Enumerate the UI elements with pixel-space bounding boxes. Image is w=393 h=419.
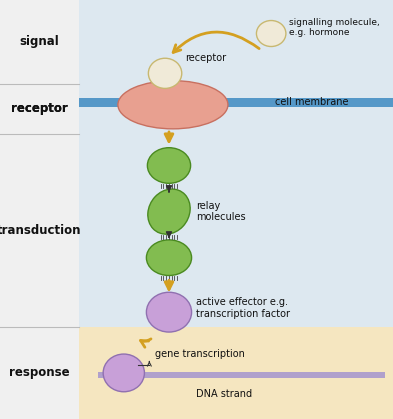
Text: transduction: transduction	[0, 224, 82, 237]
Text: receptor: receptor	[11, 102, 68, 116]
Text: signal: signal	[19, 35, 59, 49]
Text: gene transcription: gene transcription	[155, 349, 245, 359]
Ellipse shape	[256, 21, 286, 47]
Ellipse shape	[118, 80, 228, 129]
Text: DNA strand: DNA strand	[196, 389, 253, 399]
Ellipse shape	[103, 354, 145, 392]
Text: signalling molecule,
e.g. hormone: signalling molecule, e.g. hormone	[289, 18, 380, 37]
Text: receptor: receptor	[11, 102, 68, 116]
Text: response: response	[9, 366, 70, 380]
Ellipse shape	[148, 189, 190, 234]
Text: active effector e.g.
transcription factor: active effector e.g. transcription facto…	[196, 297, 290, 319]
Ellipse shape	[147, 292, 192, 332]
Ellipse shape	[147, 240, 192, 276]
Bar	[79, 98, 393, 107]
Bar	[0, 0, 79, 419]
Text: cell membrane: cell membrane	[275, 97, 349, 107]
Text: relay
molecules: relay molecules	[196, 201, 246, 222]
Bar	[98, 372, 385, 378]
Ellipse shape	[149, 58, 182, 88]
Ellipse shape	[147, 148, 191, 184]
Text: receptor: receptor	[185, 53, 226, 63]
FancyArrowPatch shape	[173, 32, 259, 52]
Bar	[79, 327, 393, 419]
FancyArrowPatch shape	[141, 339, 151, 347]
Bar	[79, 0, 393, 327]
